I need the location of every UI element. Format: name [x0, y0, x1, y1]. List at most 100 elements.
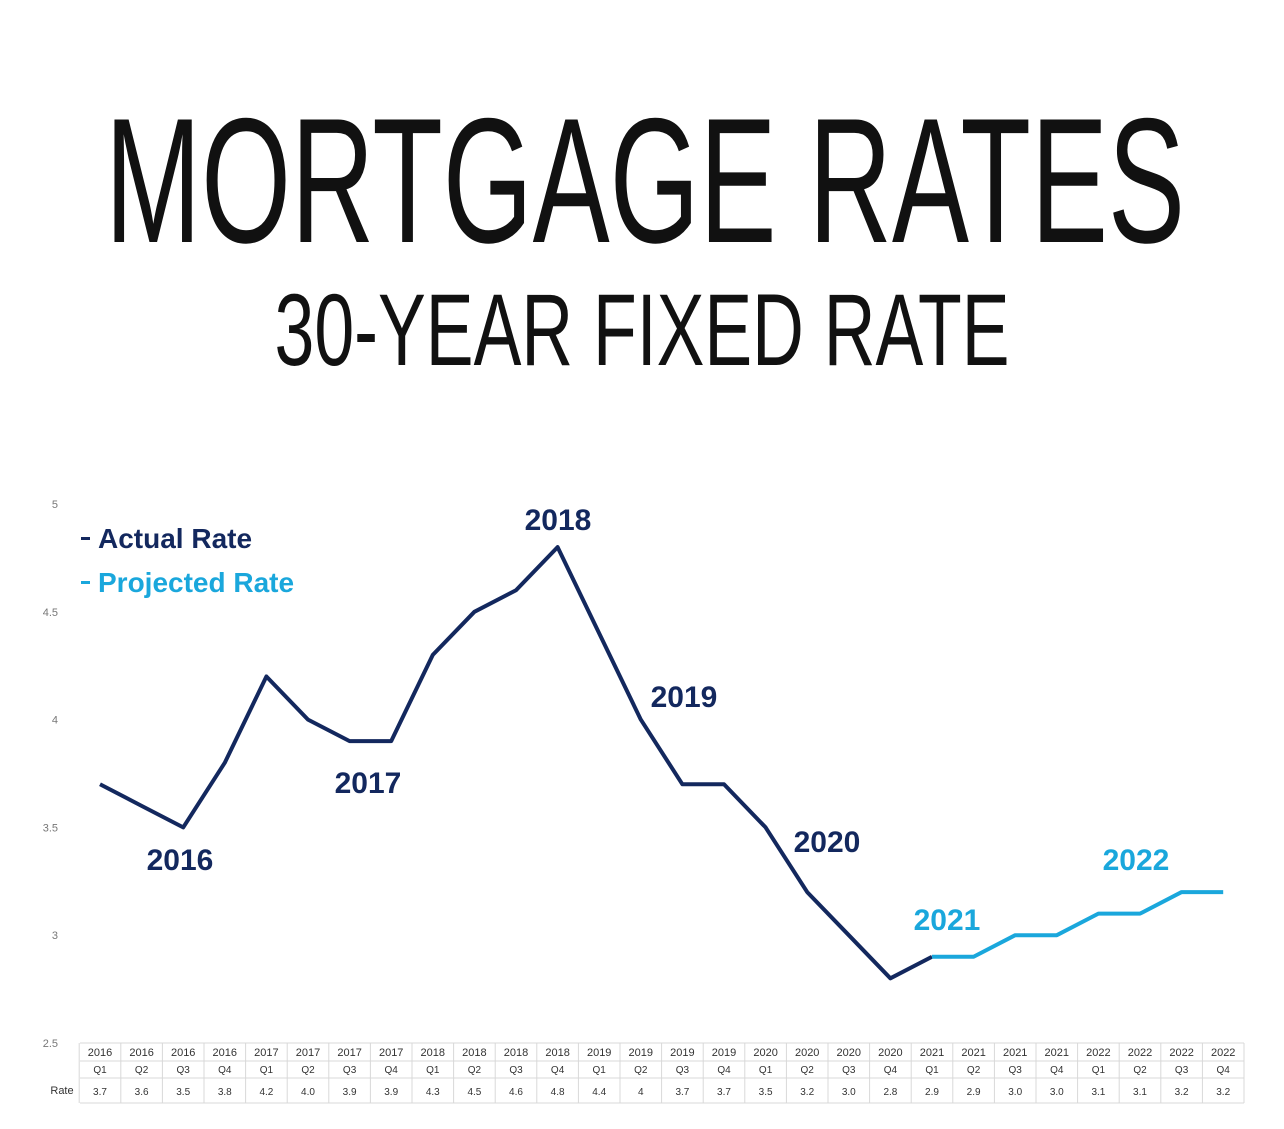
- x-tick-label: Q3: [676, 1065, 690, 1076]
- x-tick-label: Q1: [426, 1065, 440, 1076]
- x-tick-label: 2017: [296, 1047, 320, 1059]
- x-tick-label: 2016: [213, 1047, 237, 1059]
- x-tick-label: 2020: [837, 1047, 861, 1059]
- x-tick-label: Q1: [925, 1065, 939, 1076]
- x-tick-label: Q4: [884, 1065, 898, 1076]
- annotation: 2016: [147, 844, 214, 877]
- y-tick-label: 5: [52, 499, 58, 511]
- x-tick-label: Q2: [301, 1065, 315, 1076]
- x-tick-label: Q2: [468, 1065, 482, 1076]
- data-label: 3.6: [135, 1087, 149, 1098]
- x-tick-label: Q3: [343, 1065, 357, 1076]
- x-tick-label: 2019: [587, 1047, 611, 1059]
- x-tick-label: 2017: [379, 1047, 403, 1059]
- x-tick-label: Q4: [551, 1065, 565, 1076]
- data-label: 4.8: [551, 1087, 565, 1098]
- data-label: 3.0: [1008, 1087, 1022, 1098]
- data-label: 3.2: [1216, 1087, 1230, 1098]
- x-tick-label: Q3: [1009, 1065, 1023, 1076]
- legend-marker: [81, 537, 90, 540]
- x-tick-label: Q4: [1050, 1065, 1064, 1076]
- x-tick-label: Q4: [717, 1065, 731, 1076]
- x-tick-label: Q1: [759, 1065, 773, 1076]
- x-tick-label: 2017: [254, 1047, 278, 1059]
- x-tick-label: Q4: [385, 1065, 399, 1076]
- y-tick-label: 3.5: [43, 822, 58, 834]
- data-label: 4.3: [426, 1087, 440, 1098]
- annotation: 2019: [651, 681, 718, 714]
- data-label: 3.1: [1133, 1087, 1147, 1098]
- x-tick-label: Q4: [1217, 1065, 1231, 1076]
- x-tick-label: 2021: [1045, 1047, 1069, 1059]
- data-label: 3.8: [218, 1087, 232, 1098]
- x-tick-label: Q3: [842, 1065, 856, 1076]
- x-tick-label: 2018: [462, 1047, 486, 1059]
- data-label: 4.0: [301, 1087, 315, 1098]
- x-tick-label: 2021: [961, 1047, 985, 1059]
- legend-marker: [81, 581, 90, 584]
- legend-label: Actual Rate: [98, 523, 252, 554]
- x-tick-label: 2017: [337, 1047, 361, 1059]
- x-tick-label: 2019: [629, 1047, 653, 1059]
- x-tick-label: Q4: [218, 1065, 232, 1076]
- x-tick-label: Q2: [801, 1065, 815, 1076]
- x-tick-label: 2016: [88, 1047, 112, 1059]
- line: [932, 890, 1224, 959]
- x-tick-label: Q1: [260, 1065, 274, 1076]
- x-tick-label: Q3: [1175, 1065, 1189, 1076]
- data-label: 3.5: [176, 1087, 190, 1098]
- x-tick-label: Q1: [1092, 1065, 1106, 1076]
- chart-subtitle: 30-YEAR FIXED RATE: [275, 273, 1010, 387]
- x-tick-label: Q1: [593, 1065, 607, 1076]
- row-label: Rate: [50, 1085, 73, 1097]
- data-label: 3.9: [384, 1087, 398, 1098]
- x-tick-label: 2020: [795, 1047, 819, 1059]
- x-tick-label: Q2: [135, 1065, 149, 1076]
- x-tick-label: 2020: [878, 1047, 902, 1059]
- x-tick-label: 2018: [545, 1047, 569, 1059]
- y-tick-label: 4: [52, 715, 58, 727]
- x-tick-label: 2020: [753, 1047, 777, 1059]
- data-label: 4.6: [509, 1087, 523, 1098]
- data-label: 3.2: [800, 1087, 814, 1098]
- chart-title: MORTGAGE RATES: [105, 81, 1185, 280]
- x-tick-label: 2019: [712, 1047, 736, 1059]
- data-label: 3.0: [1050, 1087, 1064, 1098]
- data-label: 3.9: [343, 1087, 357, 1098]
- data-label: 3.1: [1091, 1087, 1105, 1098]
- data-label: 2.8: [883, 1087, 897, 1098]
- annotation: 2018: [525, 504, 592, 537]
- data-label: 3.2: [1175, 1087, 1189, 1098]
- y-tick-label: 4.5: [43, 607, 58, 619]
- x-tick-label: 2022: [1086, 1047, 1110, 1059]
- data-label: 2.9: [967, 1087, 981, 1098]
- x-tick-label: Q2: [1133, 1065, 1147, 1076]
- data-label: 2.9: [925, 1087, 939, 1098]
- y-tick-label: 2.5: [43, 1038, 58, 1050]
- x-tick-label: 2016: [171, 1047, 195, 1059]
- x-tick-label: Q2: [967, 1065, 981, 1076]
- x-tick-label: 2022: [1128, 1047, 1152, 1059]
- data-label: 4.2: [259, 1087, 273, 1098]
- legend-label: Projected Rate: [98, 567, 294, 598]
- x-tick-label: Q3: [509, 1065, 523, 1076]
- data-label: 3.7: [717, 1087, 731, 1098]
- data-label: 3.0: [842, 1087, 856, 1098]
- annotation: 2021: [914, 904, 981, 937]
- x-tick-label: 2019: [670, 1047, 694, 1059]
- x-tick-label: Q1: [93, 1065, 107, 1076]
- x-tick-label: Q3: [177, 1065, 191, 1076]
- annotation: 2020: [794, 826, 861, 859]
- x-tick-label: 2021: [920, 1047, 944, 1059]
- annotation: 2017: [335, 767, 402, 800]
- x-tick-label: Q2: [634, 1065, 648, 1076]
- data-label: 4: [638, 1087, 644, 1098]
- data-label: 3.5: [759, 1087, 773, 1098]
- line: [99, 545, 933, 981]
- x-tick-label: 2018: [421, 1047, 445, 1059]
- data-label: 3.7: [93, 1087, 107, 1098]
- y-tick-label: 3: [52, 930, 58, 942]
- annotation: 2022: [1103, 844, 1170, 877]
